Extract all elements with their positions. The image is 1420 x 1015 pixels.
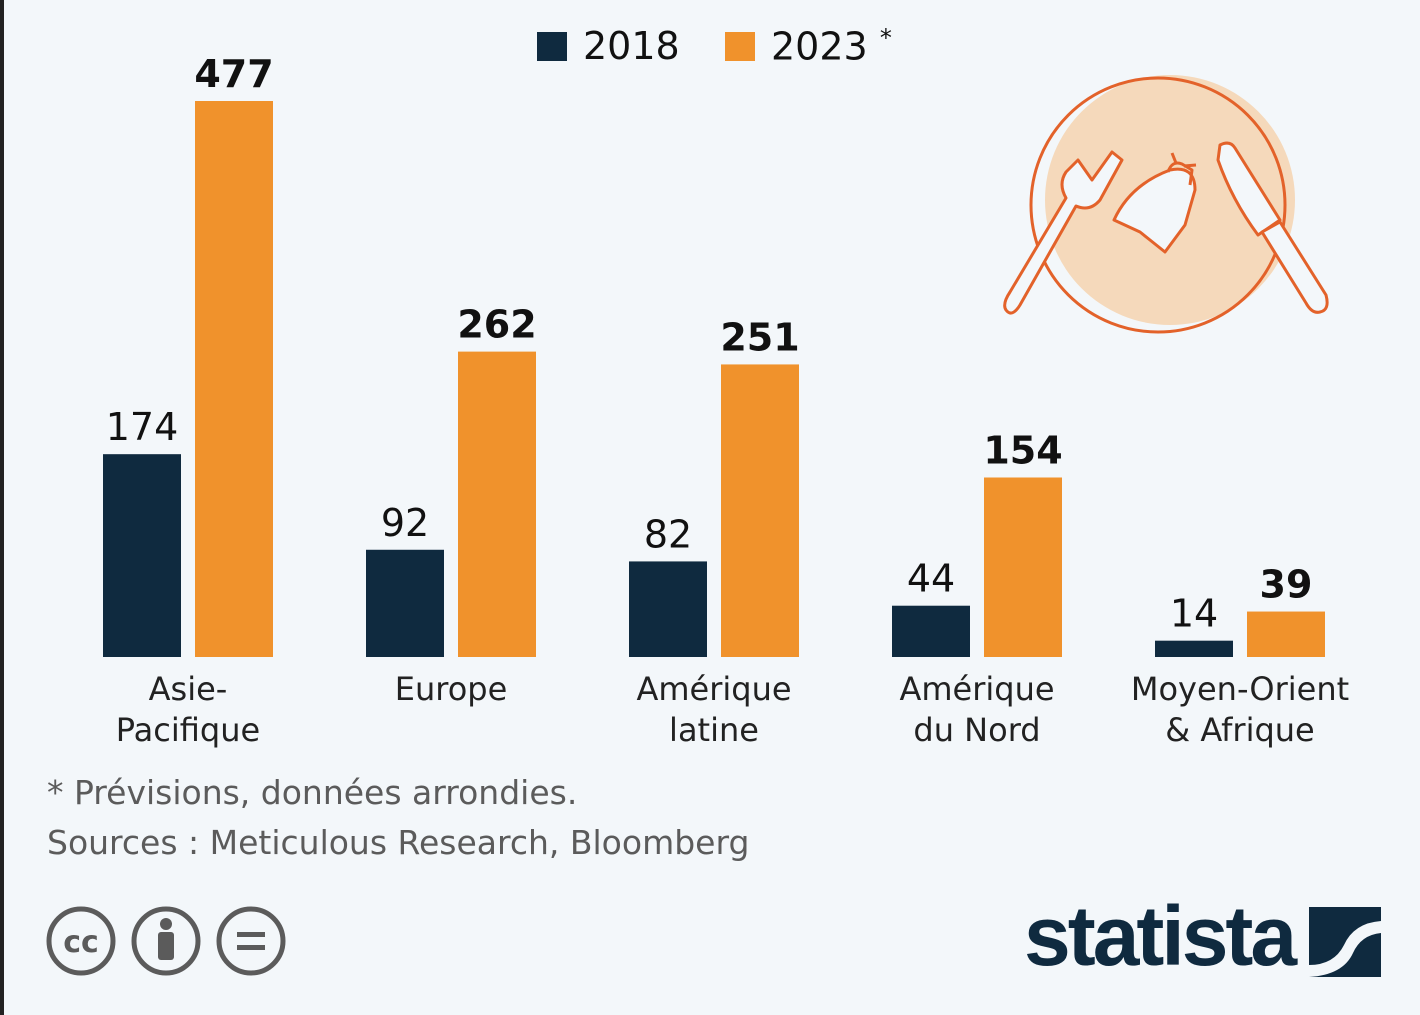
data-label-2018-4: 14 [1170, 592, 1218, 636]
category-label-4: Moyen-Orient [1131, 670, 1349, 708]
data-label-2023-2: 251 [720, 315, 799, 359]
data-label-2018-1: 92 [381, 501, 429, 545]
bar-2018-2 [629, 561, 707, 657]
statista-logo-icon[interactable] [1309, 907, 1381, 977]
bar-2023-4 [1247, 611, 1325, 657]
by-icon[interactable] [131, 906, 201, 976]
legend-swatch-2018 [537, 32, 567, 61]
category-label-1: Europe [395, 670, 508, 708]
data-label-2018-3: 44 [907, 557, 955, 601]
window-border [0, 0, 4, 1015]
category-label-2: latine [669, 711, 759, 749]
category-label-0: Asie- [149, 670, 228, 708]
bar-2023-2 [721, 364, 799, 657]
nd-icon[interactable] [216, 906, 286, 976]
category-label-3: Amérique [899, 670, 1054, 708]
data-label-2023-3: 154 [983, 428, 1062, 472]
cc-icon[interactable] [46, 906, 116, 976]
category-label-3: du Nord [913, 711, 1040, 749]
data-label-2023-0: 477 [194, 52, 273, 96]
footnote: * Prévisions, données arrondies. [47, 773, 578, 812]
bar-2023-1 [458, 351, 536, 657]
legend-label-2023-text: 2023 [771, 24, 868, 69]
plate-insect-icon [1003, 75, 1329, 334]
legend-swatch-2023 [725, 32, 755, 61]
license-icons[interactable]: cc [44, 904, 294, 980]
legend-asterisk: * [879, 24, 892, 52]
svg-text:cc: cc [63, 925, 99, 960]
legend-label-2018: 2018 [583, 24, 680, 68]
sources: Sources : Meticulous Research, Bloomberg [47, 823, 750, 862]
bar-2023-3 [984, 477, 1062, 657]
bar-2018-1 [366, 549, 444, 657]
data-label-2018-0: 174 [106, 405, 179, 449]
bar-2018-4 [1155, 640, 1233, 657]
bar-2018-0 [103, 454, 181, 657]
data-label-2018-2: 82 [644, 512, 692, 556]
bar-2023-0 [195, 101, 273, 657]
legend-label-2023: 2023 * [771, 24, 892, 69]
data-label-2023-4: 39 [1260, 563, 1313, 607]
category-label-4: & Afrique [1165, 711, 1314, 749]
bar-chart: 174 477 Asie-Pacifique 92 262 Europe 82 251 Amér… [103, 52, 1349, 749]
statista-logo-text[interactable]: statista [1024, 889, 1297, 983]
bar-2018-3 [892, 605, 970, 657]
category-label-2: Amérique [636, 670, 791, 708]
category-label-0: Pacifique [116, 711, 260, 749]
data-label-2023-1: 262 [457, 303, 536, 347]
